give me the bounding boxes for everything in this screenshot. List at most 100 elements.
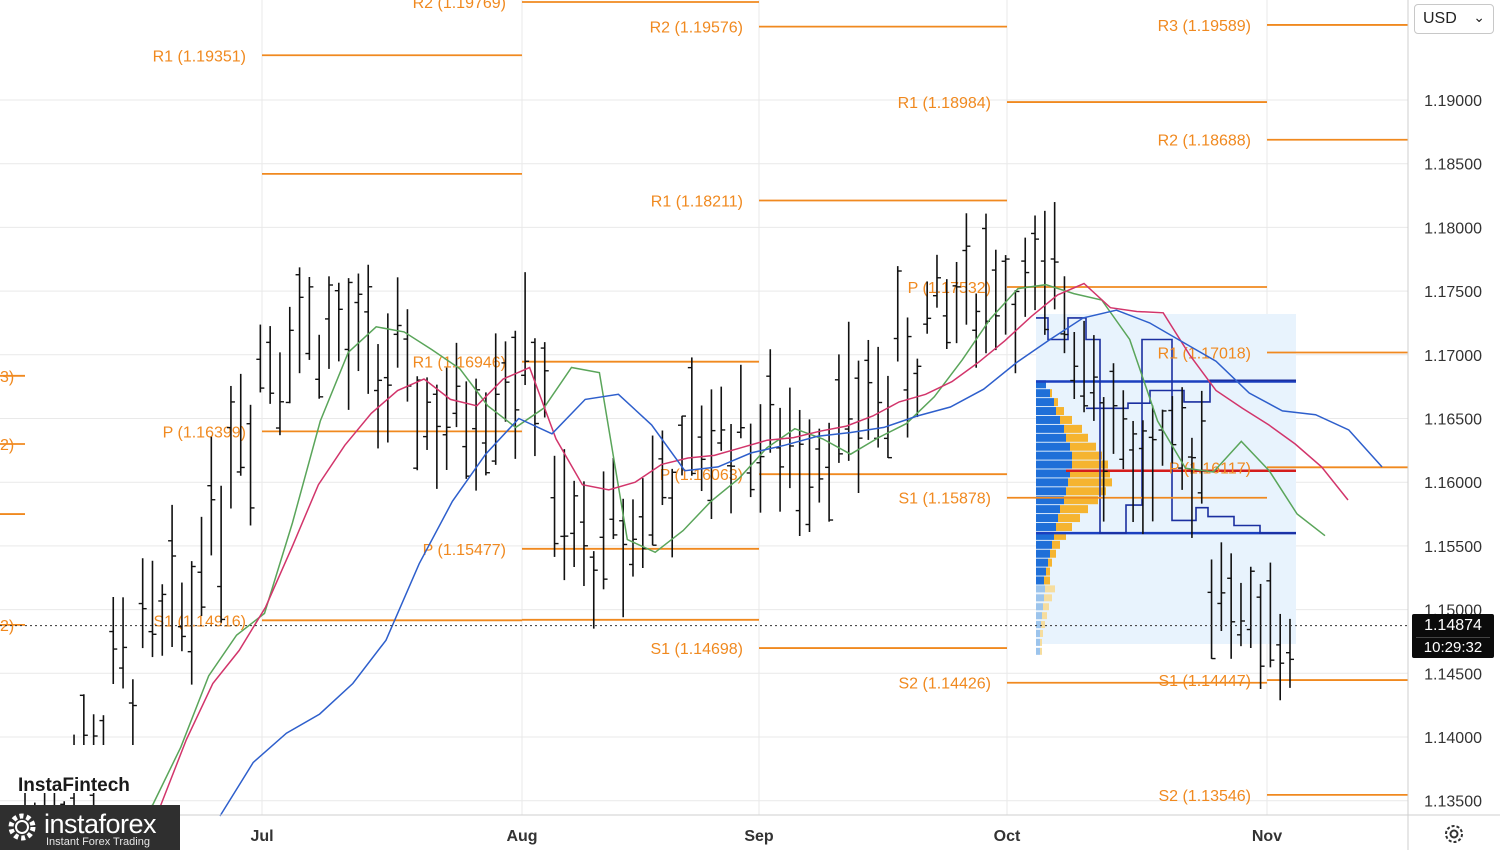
pivot-label-s2: S2 (1.13546) — [1158, 788, 1251, 805]
range-step-line — [1036, 317, 1296, 534]
profile-bar-blue — [1036, 469, 1070, 478]
profile-bar-light — [1036, 629, 1040, 637]
profile-bar-light-orange — [1041, 621, 1045, 629]
pivot-label-r2: R2 (1.18688) — [1158, 133, 1251, 150]
instaforex-gear-icon — [8, 813, 36, 841]
moving-average-line-3 — [219, 309, 1383, 817]
price-axis-tick: 1.18000 — [1424, 220, 1482, 237]
profile-bar-light — [1036, 594, 1044, 602]
profile-bar-orange — [1060, 505, 1088, 514]
price-axis-tick: 1.14500 — [1424, 666, 1482, 683]
pivot-label-s1: S1 (1.14698) — [650, 641, 743, 658]
pivot-label-r1: R1 (1.16946) — [413, 355, 506, 372]
pivot-label-r1: R1 (1.19351) — [153, 48, 246, 65]
profile-bar-light-orange — [1044, 594, 1052, 602]
profile-bar-blue — [1036, 514, 1058, 523]
profile-bar-blue — [1036, 549, 1050, 558]
pivot-label-s1: 2) — [0, 437, 14, 454]
chevron-down-icon: ⌄ — [1473, 9, 1485, 25]
pivot-label-p: P (1.16117) — [1169, 460, 1251, 477]
pivot-label-r3: R3 (1.19589) — [1158, 18, 1251, 35]
pivot-label-r1: R1 (1.18211) — [651, 194, 743, 211]
profile-bar-light — [1036, 621, 1041, 629]
profile-bar-blue — [1036, 522, 1056, 531]
pivot-label-r2: R2 (1.19769) — [413, 0, 506, 12]
profile-bar-blue — [1036, 424, 1064, 433]
profile-bar-orange — [1052, 540, 1060, 549]
profile-bar-orange — [1054, 398, 1058, 407]
profile-bar-blue — [1036, 433, 1066, 442]
pivot-label-s2: 2) — [0, 618, 14, 635]
profile-bar-orange — [1044, 576, 1050, 585]
price-axis-tick: 1.15500 — [1424, 539, 1482, 556]
price-axis-tick: 1.13500 — [1424, 794, 1482, 811]
profile-bar-blue — [1036, 389, 1050, 398]
profile-bar-light-orange — [1042, 612, 1047, 620]
profile-bar-orange — [1072, 460, 1108, 469]
time-axis-month: Sep — [744, 828, 774, 845]
price-axis-tick: 1.14000 — [1424, 730, 1482, 747]
instafintech-logo: InstaFintech — [6, 745, 146, 796]
profile-bar-light-orange — [1040, 647, 1042, 655]
time-axis-month: Jul — [250, 828, 273, 845]
time-axis-month: Oct — [994, 828, 1021, 845]
profile-bar-orange — [1054, 531, 1066, 540]
profile-bar-orange — [1064, 496, 1098, 505]
price-axis-tick: 1.19000 — [1424, 93, 1482, 110]
profile-bar-orange — [1048, 558, 1052, 567]
price-axis-tick: 1.17500 — [1424, 284, 1482, 301]
price-axis-tick: 1.18500 — [1424, 157, 1482, 174]
profile-bar-blue — [1036, 496, 1064, 505]
profile-bar-blue — [1036, 567, 1046, 576]
profile-bar-blue — [1036, 398, 1054, 407]
instaforex-logo: instaforex Instant Forex Trading — [0, 805, 180, 850]
profile-bar-orange — [1070, 469, 1110, 478]
profile-bar-orange — [1058, 514, 1080, 523]
profile-bar-light — [1036, 647, 1040, 655]
currency-selector[interactable]: USD ⌄ — [1414, 4, 1494, 34]
profile-bar-blue — [1036, 576, 1044, 585]
pivot-label-s1: S1 (1.15878) — [898, 491, 991, 508]
profile-bar-orange — [1046, 567, 1050, 576]
instafintech-text: InstaFintech — [18, 775, 130, 796]
settings-gear-icon[interactable] — [1442, 822, 1466, 846]
profile-bar-blue — [1036, 505, 1060, 514]
profile-bar-blue — [1036, 380, 1046, 389]
price-axis-tick: 1.16500 — [1424, 412, 1482, 429]
profile-bar-orange — [1056, 407, 1064, 416]
instaforex-tagline: Instant Forex Trading — [46, 836, 150, 848]
price-axis-tick: 1.16000 — [1424, 475, 1482, 492]
profile-bar-orange — [1060, 415, 1072, 424]
profile-bar-orange — [1066, 433, 1088, 442]
pivot-label-p: P (1.15477) — [423, 542, 506, 559]
profile-bar-light — [1036, 585, 1045, 593]
instaforex-text: instaforex — [44, 809, 157, 839]
time-axis-month: Nov — [1252, 828, 1282, 845]
profile-bar-light-orange — [1040, 638, 1042, 646]
profile-bar-blue — [1036, 451, 1072, 460]
pivot-label-r1: 3) — [0, 369, 14, 386]
profile-bar-blue — [1036, 531, 1054, 540]
profile-bar-light-orange — [1045, 585, 1055, 593]
profile-bar-blue — [1036, 415, 1060, 424]
profile-bar-orange — [1050, 389, 1052, 398]
profile-bar-blue — [1036, 540, 1052, 549]
moving-average-line-2 — [159, 282, 1349, 808]
currency-value: USD — [1423, 10, 1457, 27]
profile-bar-blue — [1036, 558, 1048, 567]
profile-bar-blue — [1036, 442, 1070, 451]
current-price-badge: 1.14874 10:29:32 — [1412, 614, 1494, 658]
moving-average-line-1 — [124, 283, 1326, 834]
profile-bar-orange — [1064, 424, 1082, 433]
profile-bar-blue — [1036, 487, 1066, 496]
profile-bar-orange — [1072, 451, 1102, 460]
profile-bar-blue — [1036, 478, 1068, 487]
profile-bar-orange — [1050, 549, 1056, 558]
profile-bar-light — [1036, 638, 1040, 646]
bar-countdown: 10:29:32 — [1416, 637, 1490, 656]
pivot-label-s1: S1 (1.14916) — [153, 613, 246, 630]
profile-bar-blue — [1036, 407, 1056, 416]
profile-bar-orange — [1056, 522, 1072, 531]
